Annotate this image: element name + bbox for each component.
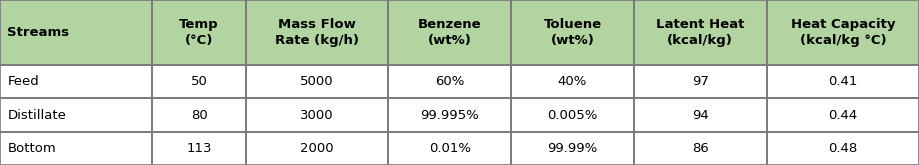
Text: 2000: 2000 bbox=[301, 142, 334, 155]
Text: Heat Capacity
(kcal/kg °C): Heat Capacity (kcal/kg °C) bbox=[790, 18, 895, 47]
Bar bbox=[511, 99, 634, 132]
Bar bbox=[634, 0, 766, 65]
Bar bbox=[388, 132, 511, 165]
Bar bbox=[0, 0, 153, 65]
Bar bbox=[0, 132, 153, 165]
Bar bbox=[0, 65, 153, 99]
Text: Mass Flow
Rate (kg/h): Mass Flow Rate (kg/h) bbox=[275, 18, 359, 47]
Text: 80: 80 bbox=[190, 109, 208, 122]
Bar bbox=[634, 99, 766, 132]
Bar bbox=[388, 65, 511, 99]
Text: Temp
(°C): Temp (°C) bbox=[179, 18, 219, 47]
Bar bbox=[766, 0, 919, 65]
Text: 86: 86 bbox=[692, 142, 709, 155]
Bar bbox=[0, 99, 153, 132]
Text: 0.41: 0.41 bbox=[828, 75, 857, 88]
Text: 99.995%: 99.995% bbox=[420, 109, 479, 122]
Text: Latent Heat
(kcal/kg): Latent Heat (kcal/kg) bbox=[656, 18, 744, 47]
Bar bbox=[245, 132, 388, 165]
Text: 40%: 40% bbox=[558, 75, 587, 88]
Bar bbox=[634, 65, 766, 99]
Text: 3000: 3000 bbox=[301, 109, 334, 122]
Bar bbox=[153, 99, 245, 132]
Bar bbox=[245, 0, 388, 65]
Bar bbox=[766, 132, 919, 165]
Bar bbox=[153, 132, 245, 165]
Text: Feed: Feed bbox=[7, 75, 40, 88]
Text: 5000: 5000 bbox=[301, 75, 334, 88]
Bar bbox=[153, 0, 245, 65]
Text: 97: 97 bbox=[692, 75, 709, 88]
Text: 60%: 60% bbox=[435, 75, 464, 88]
Text: Streams: Streams bbox=[7, 26, 70, 39]
Text: 94: 94 bbox=[692, 109, 709, 122]
Text: 0.005%: 0.005% bbox=[548, 109, 597, 122]
Bar bbox=[245, 65, 388, 99]
Text: 50: 50 bbox=[190, 75, 208, 88]
Bar bbox=[511, 132, 634, 165]
Text: 0.44: 0.44 bbox=[828, 109, 857, 122]
Bar bbox=[634, 132, 766, 165]
Text: 113: 113 bbox=[187, 142, 211, 155]
Text: 0.01%: 0.01% bbox=[428, 142, 471, 155]
Bar bbox=[245, 99, 388, 132]
Text: 0.48: 0.48 bbox=[828, 142, 857, 155]
Text: Bottom: Bottom bbox=[7, 142, 56, 155]
Bar bbox=[388, 0, 511, 65]
Bar bbox=[388, 99, 511, 132]
Bar bbox=[153, 65, 245, 99]
Text: Distillate: Distillate bbox=[7, 109, 66, 122]
Text: Toluene
(wt%): Toluene (wt%) bbox=[543, 18, 602, 47]
Bar bbox=[766, 65, 919, 99]
Bar bbox=[511, 65, 634, 99]
Bar bbox=[511, 0, 634, 65]
Text: 99.99%: 99.99% bbox=[548, 142, 597, 155]
Text: Benzene
(wt%): Benzene (wt%) bbox=[418, 18, 482, 47]
Bar bbox=[766, 99, 919, 132]
